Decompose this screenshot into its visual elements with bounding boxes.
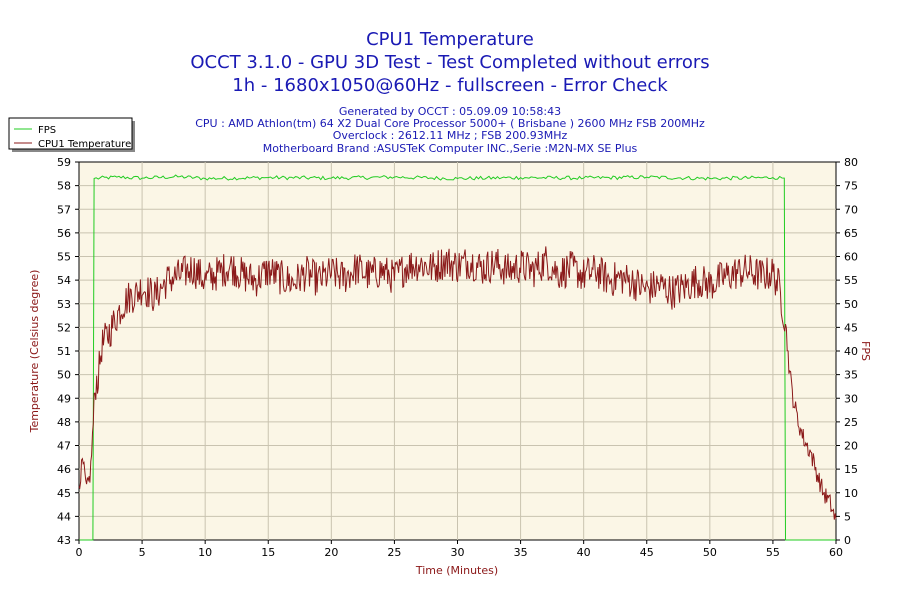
x-tick-label: 10 [198,546,212,559]
y-right-tick-label: 20 [844,440,858,453]
y-left-tick-label: 54 [57,274,71,287]
legend-box [8,117,133,150]
legend-label-temperature: CPU1 Temperature [38,139,131,150]
series-line-cpu1-temperature [78,246,837,520]
info-cpu: CPU : AMD Athlon(tm) 64 X2 Dual Core Pro… [195,117,705,130]
y-right-tick-label: 65 [844,227,858,240]
y-right-axis-label: FPS [859,341,872,361]
x-tick-label: 20 [324,546,338,559]
x-tick-label: 15 [261,546,275,559]
y-left-tick-label: 43 [57,534,71,547]
y-left-tick-label: 55 [57,251,71,264]
y-left-tick-label: 53 [57,298,71,311]
y-right-axis-ticks: 0 5 10 15 20 25 30 35 40 45 50 55 60 65 70 75 80 [836,156,858,547]
x-tick-label: 25 [387,546,401,559]
series-line-fps [79,174,836,541]
y-right-tick-label: 15 [844,463,858,476]
y-right-tick-label: 35 [844,369,858,382]
y-right-tick-label: 50 [844,298,858,311]
info-motherboard: Motherboard Brand :ASUSTeK Computer INC.… [263,142,638,155]
x-axis-label: Time (Minutes) [415,564,498,577]
y-right-tick-label: 45 [844,321,858,334]
x-tick-label: 45 [640,546,654,559]
y-right-tick-label: 55 [844,274,858,287]
info-generated: Generated by OCCT : 05.09.09 10:58:43 [339,105,561,118]
series-layer [78,174,837,541]
x-axis-ticks: 0 5 10 15 20 25 30 35 40 45 50 55 60 [76,540,843,559]
y-left-axis-label: Temperature (Celsius degree) [28,270,41,434]
y-left-tick-label: 48 [57,416,71,429]
gridlines [79,162,836,540]
chart-subtitle-1: OCCT 3.1.0 - GPU 3D Test - Test Complete… [190,52,709,73]
x-tick-label: 35 [514,546,528,559]
y-left-tick-label: 49 [57,392,71,405]
y-right-tick-label: 60 [844,251,858,264]
y-left-tick-label: 59 [57,156,71,169]
y-left-tick-label: 45 [57,487,71,500]
y-left-tick-label: 58 [57,180,71,193]
y-right-tick-label: 70 [844,203,858,216]
y-right-tick-label: 25 [844,416,858,429]
x-tick-label: 0 [76,546,83,559]
y-left-tick-label: 47 [57,440,71,453]
y-left-tick-label: 51 [57,345,71,358]
legend: FPS CPU1 Temperature [8,117,135,152]
y-right-tick-label: 80 [844,156,858,169]
chart-title: CPU1 Temperature [366,29,534,50]
y-right-tick-label: 10 [844,487,858,500]
y-left-tick-label: 50 [57,369,71,382]
chart-subtitle-2: 1h - 1680x1050@60Hz - fullscreen - Error… [232,75,668,96]
x-tick-label: 40 [577,546,591,559]
y-right-tick-label: 30 [844,392,858,405]
y-right-tick-label: 5 [844,510,851,523]
y-left-tick-label: 56 [57,227,71,240]
x-tick-label: 55 [766,546,780,559]
y-right-tick-label: 0 [844,534,851,547]
y-right-tick-label: 40 [844,345,858,358]
y-left-tick-label: 52 [57,321,71,334]
y-left-tick-label: 57 [57,203,71,216]
x-tick-label: 60 [829,546,843,559]
y-left-tick-label: 46 [57,463,71,476]
x-tick-label: 30 [451,546,465,559]
legend-label-fps: FPS [38,125,56,136]
y-right-tick-label: 75 [844,180,858,193]
x-tick-label: 5 [139,546,146,559]
x-tick-label: 50 [703,546,717,559]
y-left-axis-ticks: 43 44 45 46 47 48 49 50 51 52 53 54 55 56 57 58 59 [57,156,79,547]
y-left-tick-label: 44 [57,510,71,523]
info-overclock: Overclock : 2612.11 MHz ; FSB 200.93MHz [333,129,568,142]
